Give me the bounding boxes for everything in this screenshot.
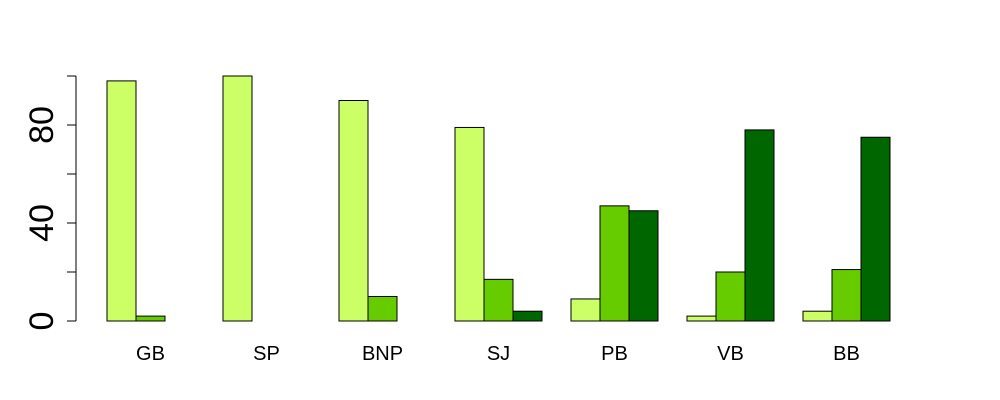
bar-pb-series-2 (599, 205, 630, 322)
x-tick-label-pb: PB (601, 343, 628, 365)
bar-sj-series-2 (483, 278, 514, 322)
bar-bnp-series-1 (338, 100, 369, 322)
x-tick-label-vb: VB (717, 343, 744, 365)
y-tick-label-0: 0 (23, 312, 61, 331)
x-tick-label-sj: SJ (487, 343, 510, 365)
x-tick-label-gb: GB (136, 343, 165, 365)
bar-bb-series-1 (802, 310, 833, 322)
bar-sj-series-3 (512, 310, 543, 322)
x-tick-label-bb: BB (833, 343, 860, 365)
x-tick-label-sp: SP (253, 343, 280, 365)
bars-layer (106, 75, 891, 322)
bar-pb-series-3 (628, 210, 659, 322)
y-tick-label-40: 40 (23, 204, 61, 242)
y-tick-label-80: 80 (23, 106, 61, 144)
x-category-labels: GB SP BNP SJ PB VB BB (136, 343, 860, 365)
bar-vb-series-2 (715, 271, 746, 322)
bar-gb-series-2 (135, 315, 166, 322)
x-tick-label-bnp: BNP (362, 343, 403, 365)
bar-bb-series-3 (860, 136, 891, 322)
bar-vb-series-1 (686, 315, 717, 322)
bar-gb-series-1 (106, 80, 137, 322)
bar-sp-series-1 (222, 75, 253, 322)
bar-bb-series-2 (831, 269, 862, 322)
bar-vb-series-3 (744, 129, 775, 322)
bar-bnp-series-2 (367, 296, 398, 322)
y-axis: 0 40 80 (23, 75, 77, 331)
bar-pb-series-1 (570, 298, 601, 322)
bar-sj-series-1 (454, 126, 485, 322)
